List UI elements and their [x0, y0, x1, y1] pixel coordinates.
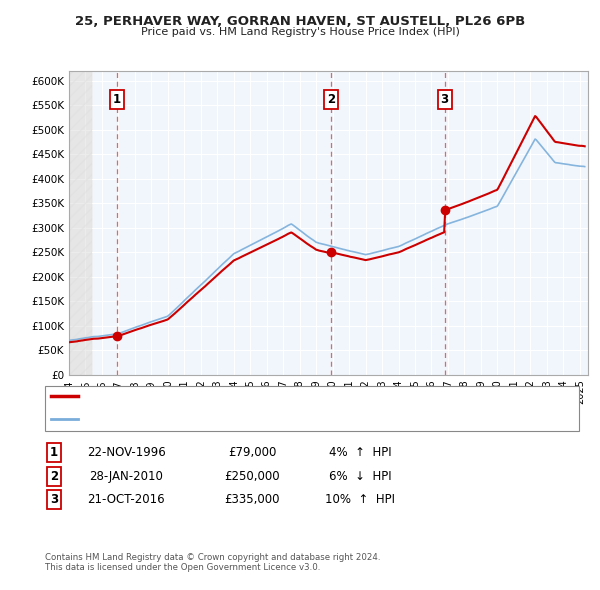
Text: 25, PERHAVER WAY, GORRAN HAVEN, ST AUSTELL, PL26 6PB (detached house): 25, PERHAVER WAY, GORRAN HAVEN, ST AUSTE…	[84, 391, 493, 401]
Bar	[69, 71, 92, 375]
Text: 2: 2	[327, 93, 335, 106]
Text: £79,000: £79,000	[228, 446, 276, 459]
Text: 2: 2	[50, 470, 58, 483]
Text: 3: 3	[50, 493, 58, 506]
Text: 21-OCT-2016: 21-OCT-2016	[87, 493, 165, 506]
Text: 10%  ↑  HPI: 10% ↑ HPI	[325, 493, 395, 506]
Text: HPI: Average price, detached house, Cornwall: HPI: Average price, detached house, Corn…	[84, 414, 322, 424]
Text: 28-JAN-2010: 28-JAN-2010	[89, 470, 163, 483]
Text: 4%  ↑  HPI: 4% ↑ HPI	[329, 446, 391, 459]
Text: £335,000: £335,000	[224, 493, 280, 506]
Text: 25, PERHAVER WAY, GORRAN HAVEN, ST AUSTELL, PL26 6PB: 25, PERHAVER WAY, GORRAN HAVEN, ST AUSTE…	[75, 15, 525, 28]
Text: 1: 1	[50, 446, 58, 459]
Text: 1: 1	[113, 93, 121, 106]
Text: 3: 3	[440, 93, 449, 106]
Bar	[69, 71, 92, 375]
Text: Price paid vs. HM Land Registry's House Price Index (HPI): Price paid vs. HM Land Registry's House …	[140, 27, 460, 37]
Text: 6%  ↓  HPI: 6% ↓ HPI	[329, 470, 391, 483]
Text: Contains HM Land Registry data © Crown copyright and database right 2024.: Contains HM Land Registry data © Crown c…	[45, 553, 380, 562]
Text: 22-NOV-1996: 22-NOV-1996	[86, 446, 166, 459]
Text: This data is licensed under the Open Government Licence v3.0.: This data is licensed under the Open Gov…	[45, 563, 320, 572]
Text: £250,000: £250,000	[224, 470, 280, 483]
